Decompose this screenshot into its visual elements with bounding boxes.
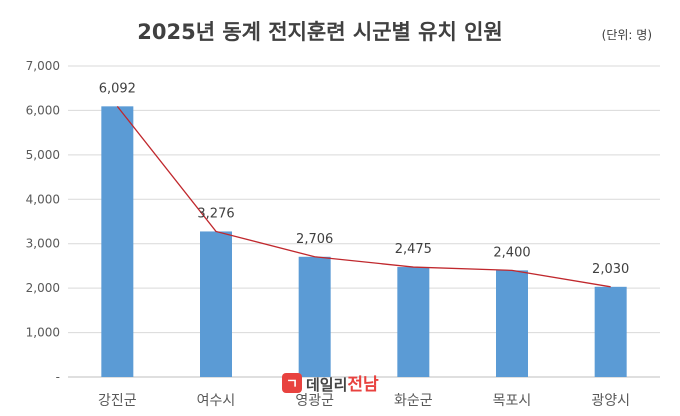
bar bbox=[397, 267, 430, 377]
y-tick-label: 6,000 bbox=[26, 103, 60, 117]
y-tick-label: 3,000 bbox=[26, 237, 60, 251]
x-tick-label: 영광군 bbox=[295, 393, 334, 409]
data-label: 2,030 bbox=[592, 262, 629, 277]
y-tick-label: 7,000 bbox=[26, 59, 60, 73]
bar bbox=[496, 270, 528, 377]
bar bbox=[298, 256, 331, 377]
chart-title: 2025년 동계 전지훈련 시군별 유치 인원 bbox=[137, 20, 503, 44]
y-tick-label: 2,000 bbox=[26, 281, 60, 295]
data-label: 3,276 bbox=[197, 206, 234, 221]
x-tick-label: 광양시 bbox=[591, 393, 630, 409]
bar bbox=[101, 106, 134, 378]
data-label: 6,092 bbox=[99, 81, 136, 96]
y-tick-label: - bbox=[56, 370, 60, 384]
bar bbox=[200, 231, 232, 377]
data-label: 2,400 bbox=[493, 245, 530, 260]
watermark-text-main: 데일리 bbox=[306, 376, 348, 394]
data-label: 2,475 bbox=[395, 242, 432, 257]
x-tick-label: 목포시 bbox=[493, 393, 532, 409]
x-tick-label: 화순군 bbox=[394, 393, 433, 409]
trend-line bbox=[116, 105, 611, 288]
logo-icon: ㄱ bbox=[282, 372, 302, 393]
watermark-text: 데일리전남 bbox=[306, 370, 379, 395]
y-tick-label: 1,000 bbox=[26, 326, 60, 340]
unit-note: (단위: 명) bbox=[601, 28, 652, 42]
watermark-text-accent: 전남 bbox=[347, 375, 379, 395]
y-tick-label: 5,000 bbox=[26, 148, 60, 162]
x-tick-label: 강진군 bbox=[98, 393, 137, 409]
bar bbox=[594, 286, 627, 377]
watermark-logo: ㄱ 데일리전남 bbox=[282, 370, 379, 395]
data-label: 2,706 bbox=[296, 232, 333, 247]
y-tick-label: 4,000 bbox=[26, 192, 60, 206]
x-tick-label: 여수시 bbox=[197, 393, 236, 409]
